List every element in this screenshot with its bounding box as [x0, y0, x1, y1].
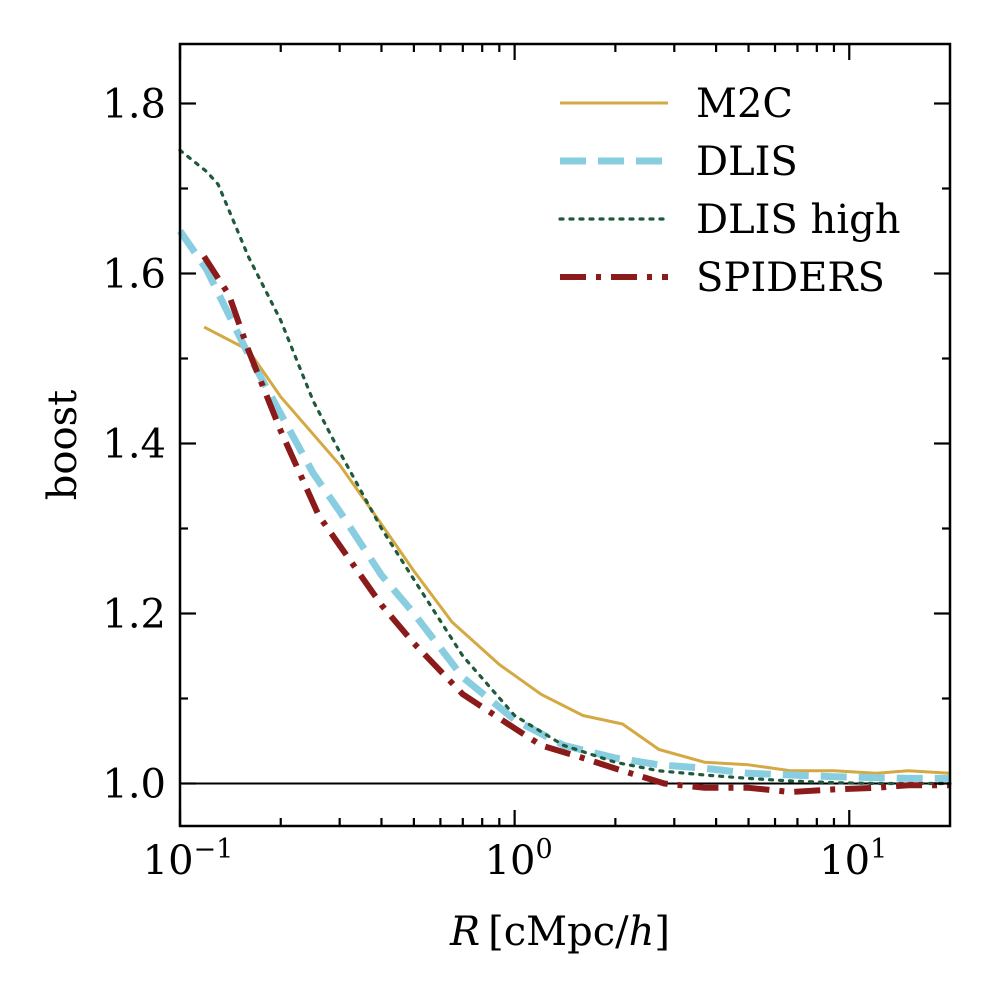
x-tick-label: 10−1 — [143, 834, 234, 884]
y-tick-label: 1.6 — [102, 252, 166, 298]
series-line-dlis — [177, 229, 950, 782]
x-tick-label-exponent: 0 — [535, 834, 552, 865]
x-axis-label-unit-open: [cMpc/ — [488, 909, 629, 955]
series-line-dlis-high — [178, 148, 952, 786]
x-tick-label-exponent: 1 — [870, 834, 887, 865]
x-tick-label: 100 — [485, 834, 553, 884]
x-axis-label-var: R — [449, 909, 480, 955]
ticks-layer — [178, 44, 950, 826]
y-tick-label: 1.4 — [102, 422, 166, 468]
y-axis-label: boost — [40, 390, 86, 500]
series-line-m2c — [203, 325, 951, 775]
y-tick-label: 1.0 — [102, 762, 166, 808]
y-tick-label: 1.8 — [102, 82, 166, 128]
legend-label-spiders: SPIDERS — [696, 255, 885, 301]
x-axis-label-unit-var: h — [629, 909, 655, 955]
legend-label-dlis: DLIS — [696, 139, 798, 185]
x-tick-label: 101 — [819, 834, 887, 884]
tick-labels: 1.01.21.41.61.810−1 100 101 — [102, 82, 887, 885]
x-tick-label-exponent: −1 — [194, 834, 234, 865]
plot-frame — [178, 42, 952, 828]
x-tick-label-base: 10 — [143, 838, 194, 884]
x-tick-label-base: 10 — [819, 838, 870, 884]
y-tick-label: 1.2 — [102, 592, 166, 638]
x-axis-label: R [cMpc/h] — [449, 909, 670, 955]
legend-label-m2c: M2C — [696, 81, 793, 127]
x-axis-label-unit-close: ] — [654, 909, 670, 955]
legend: M2C DLIS DLIS high SPIDERS — [558, 81, 900, 301]
legend-label-dlis-high: DLIS high — [696, 197, 900, 243]
x-tick-label-base: 10 — [485, 838, 536, 884]
series-line-spiders — [201, 254, 950, 795]
series-layer — [177, 148, 952, 795]
